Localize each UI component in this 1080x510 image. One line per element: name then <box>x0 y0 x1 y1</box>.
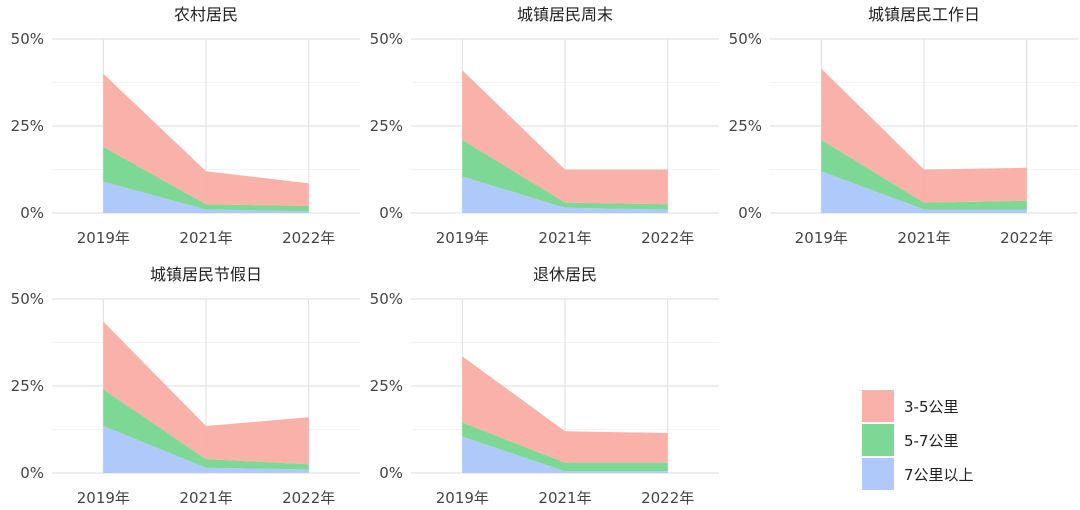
x-tick-label: 2021年 <box>897 229 950 247</box>
panel: 农村居民 0% 25% 50% 2019年 2021年 2022年 <box>11 5 360 247</box>
x-tick-label: 2019年 <box>436 229 489 247</box>
x-tick-label: 2019年 <box>436 489 489 507</box>
x-tick-label: 2022年 <box>641 489 694 507</box>
panel-title: 城镇居民节假日 <box>150 265 262 284</box>
y-tick-label: 50% <box>370 290 403 308</box>
panel: 城镇居民周末 0% 25% 50% 2019年 2021年 2022年 <box>370 5 719 247</box>
area-series <box>462 422 668 472</box>
legend-swatch <box>862 424 894 456</box>
y-tick-label: 0% <box>20 204 44 222</box>
y-tick-label: 0% <box>379 464 403 482</box>
y-tick-label: 50% <box>11 290 44 308</box>
area-series <box>821 139 1027 210</box>
area-series <box>103 181 309 213</box>
legend-swatch <box>862 458 894 490</box>
area-series <box>462 139 668 210</box>
x-tick-label: 2021年 <box>538 489 591 507</box>
y-tick-label: 0% <box>738 204 762 222</box>
x-tick-label: 2019年 <box>77 489 130 507</box>
y-tick-label: 50% <box>11 30 44 48</box>
legend: 3-5公里 5-7公里 7公里以上 <box>862 390 974 490</box>
legend-label: 3-5公里 <box>904 398 959 416</box>
legend-label: 7公里以上 <box>904 466 974 484</box>
x-tick-label: 2022年 <box>641 229 694 247</box>
legend-swatch <box>862 390 894 422</box>
panel: 城镇居民节假日 0% 25% 50% 2019年 2021年 2022年 <box>11 265 360 507</box>
x-tick-label: 2022年 <box>282 229 335 247</box>
area-series <box>462 70 668 205</box>
x-tick-label: 2019年 <box>77 229 130 247</box>
y-tick-label: 25% <box>729 117 762 135</box>
x-tick-label: 2021年 <box>538 229 591 247</box>
panel-title: 城镇居民周末 <box>517 5 613 24</box>
area-series <box>103 146 309 212</box>
y-tick-label: 50% <box>370 30 403 48</box>
area-series <box>821 68 1027 203</box>
area-series <box>103 321 309 465</box>
panel-title: 退休居民 <box>533 265 597 284</box>
x-tick-label: 2021年 <box>179 229 232 247</box>
area-series <box>462 436 668 473</box>
area-series <box>103 73 309 206</box>
panel: 退休居民 0% 25% 50% 2019年 2021年 2022年 <box>370 265 719 507</box>
area-series <box>103 426 309 473</box>
y-tick-label: 25% <box>370 377 403 395</box>
panel-title: 农村居民 <box>174 5 238 24</box>
y-tick-label: 25% <box>11 377 44 395</box>
x-tick-label: 2021年 <box>179 489 232 507</box>
area-series <box>462 176 668 213</box>
x-tick-label: 2019年 <box>795 229 848 247</box>
y-tick-label: 25% <box>11 117 44 135</box>
legend-label: 5-7公里 <box>904 432 959 450</box>
x-tick-label: 2022年 <box>282 489 335 507</box>
y-tick-label: 50% <box>729 30 762 48</box>
x-tick-label: 2022年 <box>1000 229 1053 247</box>
area-series <box>821 171 1027 213</box>
area-series <box>103 389 309 470</box>
area-series <box>462 356 668 463</box>
y-tick-label: 0% <box>20 464 44 482</box>
panel: 城镇居民工作日 0% 25% 50% 2019年 2021年 2022年 <box>729 5 1078 247</box>
y-tick-label: 0% <box>379 204 403 222</box>
panel-title: 城镇居民工作日 <box>868 5 980 24</box>
y-tick-label: 25% <box>370 117 403 135</box>
